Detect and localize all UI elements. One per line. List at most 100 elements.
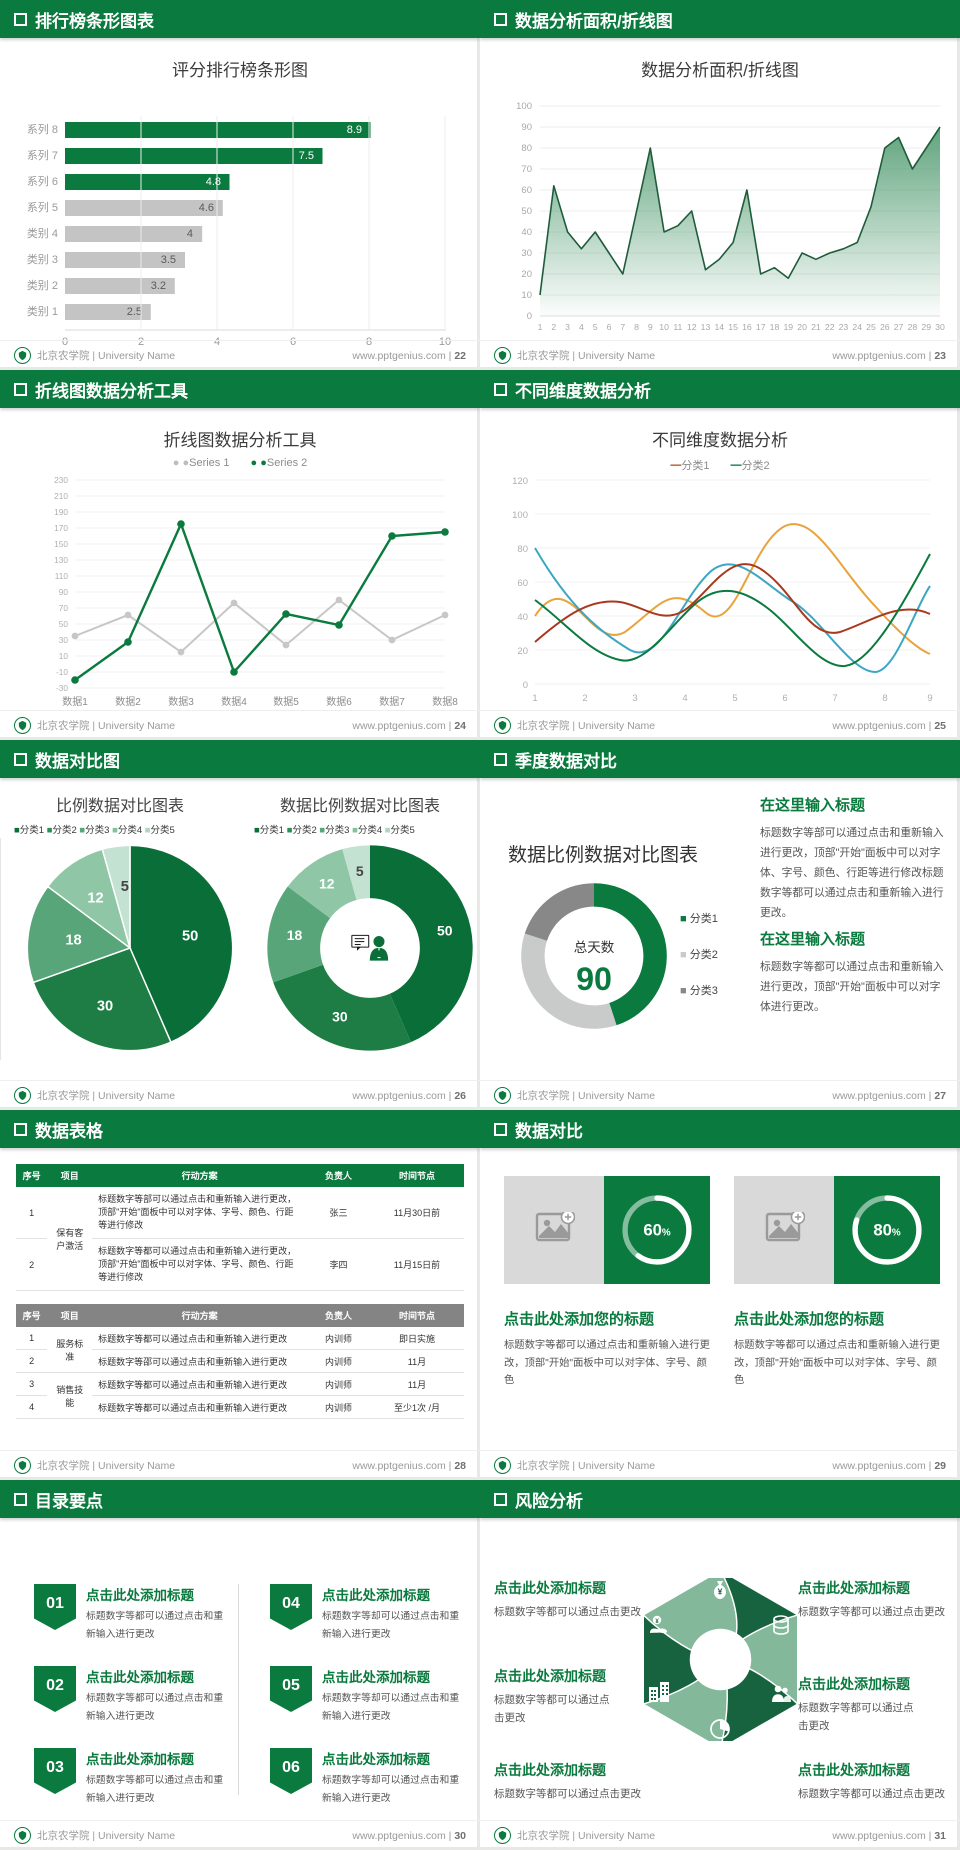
svg-text:1: 1 bbox=[532, 693, 537, 704]
svg-text:90: 90 bbox=[576, 961, 612, 997]
svg-text:40: 40 bbox=[517, 612, 528, 623]
svg-text:9: 9 bbox=[648, 322, 653, 332]
svg-text:29: 29 bbox=[921, 322, 931, 332]
svg-text:类别 4: 类别 4 bbox=[27, 226, 58, 240]
svg-text:100: 100 bbox=[516, 101, 532, 112]
svg-text:12: 12 bbox=[87, 891, 103, 907]
svg-text:0: 0 bbox=[523, 680, 528, 691]
svg-text:4.8: 4.8 bbox=[206, 176, 221, 188]
svg-text:数据1: 数据1 bbox=[62, 695, 88, 708]
svg-text:12: 12 bbox=[687, 322, 697, 332]
svg-text:170: 170 bbox=[54, 523, 68, 533]
svg-text:数据7: 数据7 bbox=[379, 695, 405, 708]
svg-text:30: 30 bbox=[521, 248, 532, 259]
svg-text:80%: 80% bbox=[873, 1220, 901, 1239]
svg-text:17: 17 bbox=[756, 322, 766, 332]
svg-text:4: 4 bbox=[682, 693, 687, 704]
svg-text:50: 50 bbox=[59, 619, 69, 629]
svg-text:50: 50 bbox=[182, 929, 198, 945]
svg-text:30: 30 bbox=[332, 1008, 348, 1024]
svg-text:130: 130 bbox=[54, 555, 68, 565]
svg-text:16: 16 bbox=[742, 322, 752, 332]
svg-text:3.5: 3.5 bbox=[161, 254, 176, 266]
svg-text:7: 7 bbox=[832, 693, 837, 704]
svg-text:6: 6 bbox=[782, 693, 787, 704]
svg-text:数据3: 数据3 bbox=[168, 695, 194, 708]
svg-text:25: 25 bbox=[866, 322, 876, 332]
svg-text:3.2: 3.2 bbox=[151, 280, 166, 292]
svg-text:110: 110 bbox=[55, 571, 69, 581]
svg-text:10: 10 bbox=[59, 651, 69, 661]
svg-text:数据2: 数据2 bbox=[115, 695, 141, 708]
svg-text:13: 13 bbox=[701, 322, 711, 332]
svg-text:50: 50 bbox=[437, 923, 453, 939]
svg-text:100: 100 bbox=[512, 510, 528, 521]
svg-text:18: 18 bbox=[770, 322, 780, 332]
svg-text:20: 20 bbox=[517, 646, 528, 657]
svg-text:5: 5 bbox=[732, 693, 737, 704]
svg-text:230: 230 bbox=[54, 475, 68, 485]
svg-text:2: 2 bbox=[551, 322, 556, 332]
svg-text:系列 7: 系列 7 bbox=[27, 148, 58, 162]
svg-text:数据6: 数据6 bbox=[326, 695, 352, 708]
svg-text:19: 19 bbox=[783, 322, 793, 332]
svg-text:类别 1: 类别 1 bbox=[27, 304, 58, 318]
svg-text:90: 90 bbox=[521, 122, 532, 133]
svg-text:1: 1 bbox=[538, 322, 543, 332]
svg-text:12: 12 bbox=[319, 876, 335, 892]
svg-text:-10: -10 bbox=[56, 667, 68, 677]
svg-text:2: 2 bbox=[582, 693, 587, 704]
svg-text:6: 6 bbox=[607, 322, 612, 332]
svg-text:类别 3: 类别 3 bbox=[27, 252, 58, 266]
svg-text:20: 20 bbox=[521, 269, 532, 280]
svg-text:30: 30 bbox=[97, 998, 113, 1014]
svg-text:系列 8: 系列 8 bbox=[27, 122, 58, 136]
svg-text:70: 70 bbox=[521, 164, 532, 175]
svg-text:5: 5 bbox=[356, 863, 364, 879]
svg-text:80: 80 bbox=[521, 143, 532, 154]
svg-text:20: 20 bbox=[797, 322, 807, 332]
svg-text:28: 28 bbox=[908, 322, 918, 332]
svg-text:8: 8 bbox=[634, 322, 639, 332]
svg-text:70: 70 bbox=[59, 603, 69, 613]
svg-text:90: 90 bbox=[59, 587, 69, 597]
svg-text:27: 27 bbox=[894, 322, 904, 332]
svg-text:24: 24 bbox=[852, 322, 862, 332]
svg-text:0: 0 bbox=[527, 311, 532, 322]
svg-text:10: 10 bbox=[659, 322, 669, 332]
svg-text:2.5: 2.5 bbox=[127, 306, 142, 318]
svg-text:9: 9 bbox=[927, 693, 932, 704]
svg-text:5: 5 bbox=[121, 879, 129, 895]
svg-text:7.5: 7.5 bbox=[299, 150, 314, 162]
svg-text:80: 80 bbox=[517, 544, 528, 555]
svg-text:-30: -30 bbox=[56, 683, 68, 693]
svg-text:50: 50 bbox=[521, 206, 532, 217]
svg-text:190: 190 bbox=[54, 507, 68, 517]
svg-text:120: 120 bbox=[512, 476, 528, 487]
svg-text:10: 10 bbox=[521, 290, 532, 301]
svg-text:14: 14 bbox=[714, 322, 724, 332]
svg-text:150: 150 bbox=[54, 539, 68, 549]
svg-text:30: 30 bbox=[59, 635, 69, 645]
svg-text:22: 22 bbox=[825, 322, 835, 332]
svg-text:3: 3 bbox=[632, 693, 637, 704]
svg-text:5: 5 bbox=[593, 322, 598, 332]
svg-text:210: 210 bbox=[54, 491, 68, 501]
svg-text:8: 8 bbox=[882, 693, 887, 704]
svg-text:60: 60 bbox=[521, 185, 532, 196]
svg-text:总天数: 总天数 bbox=[574, 940, 615, 955]
svg-text:数据8: 数据8 bbox=[432, 695, 458, 708]
svg-text:数据4: 数据4 bbox=[221, 695, 247, 708]
svg-text:类别 2: 类别 2 bbox=[27, 278, 58, 292]
svg-text:7: 7 bbox=[620, 322, 625, 332]
svg-text:4: 4 bbox=[579, 322, 584, 332]
svg-text:8.9: 8.9 bbox=[347, 124, 362, 136]
svg-text:数据5: 数据5 bbox=[273, 695, 299, 708]
svg-text:21: 21 bbox=[811, 322, 821, 332]
svg-text:3: 3 bbox=[565, 322, 570, 332]
svg-text:4.6: 4.6 bbox=[199, 202, 214, 214]
svg-text:40: 40 bbox=[521, 227, 532, 238]
svg-text:系列 6: 系列 6 bbox=[27, 174, 58, 188]
svg-text:18: 18 bbox=[287, 927, 303, 943]
svg-text:60%: 60% bbox=[643, 1220, 671, 1239]
